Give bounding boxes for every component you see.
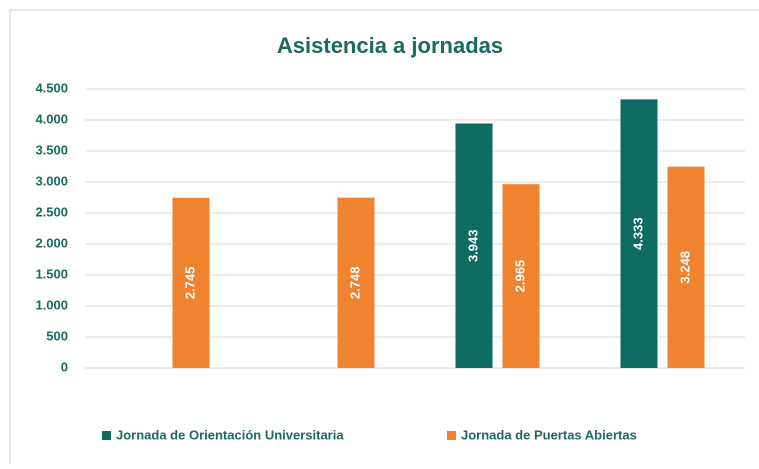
y-tick-label: 4.000	[35, 111, 68, 126]
data-label: 3.248	[677, 251, 692, 284]
y-tick-label: 2.500	[35, 204, 68, 219]
bar	[172, 197, 210, 368]
chart-title: Asistencia a jornadas	[277, 33, 503, 58]
y-tick-label: 3.500	[35, 142, 68, 157]
data-label: 2.745	[182, 267, 197, 300]
data-label: 2.965	[512, 260, 527, 293]
y-tick-label: 3.000	[35, 173, 68, 188]
data-label: 4.333	[630, 217, 645, 250]
y-tick-label: 1.500	[35, 266, 68, 281]
bar	[667, 166, 705, 368]
data-label: 2.748	[347, 267, 362, 300]
y-tick-label: 500	[46, 328, 68, 343]
y-tick-label: 0	[61, 359, 68, 374]
y-tick-label: 1.000	[35, 297, 68, 312]
legend-swatch	[447, 431, 456, 440]
bar	[337, 197, 375, 368]
bar	[620, 99, 658, 368]
bar	[502, 184, 540, 368]
bar	[455, 123, 493, 368]
data-label: 3.943	[465, 229, 480, 262]
legend-label: Jornada de Puertas Abiertas	[461, 427, 637, 442]
legend-swatch	[102, 431, 111, 440]
y-tick-label: 2.000	[35, 235, 68, 250]
y-tick-label: 4.500	[35, 80, 68, 95]
legend-label: Jornada de Orientación Universitaria	[116, 427, 344, 442]
